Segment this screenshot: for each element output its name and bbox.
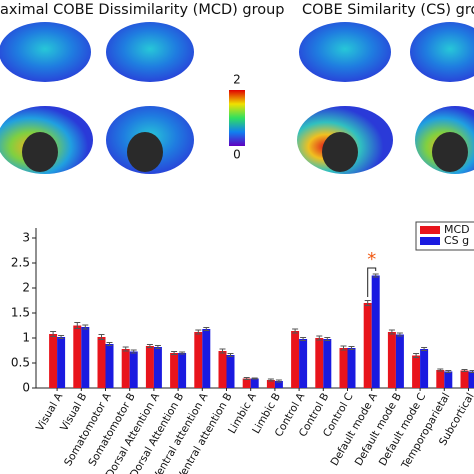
bar: [323, 339, 332, 388]
bar: [436, 370, 445, 388]
y-tick-label: 0: [22, 381, 30, 395]
bar: [121, 349, 130, 388]
bar: [315, 338, 324, 388]
bar: [266, 380, 275, 388]
legend-label: MCD: [444, 223, 470, 236]
bar: [57, 337, 66, 388]
y-tick-label: 1.5: [11, 306, 30, 320]
bar: [420, 349, 429, 388]
error-bar: [82, 324, 89, 330]
panel-title: COBE Similarity (CS) grou: [302, 2, 474, 18]
legend-swatch: [420, 237, 440, 245]
bar: [49, 334, 58, 388]
bar: [412, 355, 421, 388]
brain-images: [0, 22, 474, 174]
error-bar: [267, 378, 274, 382]
error-bar: [421, 347, 428, 351]
error-bar: [388, 329, 395, 335]
error-bar: [437, 368, 444, 372]
panel-title: aximal COBE Dissimilarity (MCD) group: [0, 2, 285, 18]
significance-bracket: [367, 267, 377, 297]
error-bar: [154, 345, 161, 349]
bar: [81, 327, 90, 388]
bar: [395, 334, 404, 388]
error-bar: [461, 369, 468, 372]
error-bar: [50, 331, 57, 337]
bar: [371, 275, 380, 388]
error-bar: [364, 300, 371, 306]
bar: [468, 371, 474, 388]
error-bar: [58, 335, 65, 339]
error-bar: [74, 322, 81, 329]
y-tick-label: 0.5: [11, 356, 30, 370]
bar: [226, 355, 235, 388]
bar: [250, 378, 259, 388]
bar: [105, 344, 114, 388]
error-bar: [195, 329, 202, 335]
legend-swatch: [420, 226, 440, 234]
error-bar: [372, 273, 379, 278]
bar: [274, 381, 283, 388]
bar: [291, 331, 300, 388]
bar: [97, 337, 106, 388]
error-bar: [396, 332, 403, 337]
significance-label: *: [367, 249, 376, 270]
colorbar-label: 2: [233, 73, 241, 87]
y-tick-label: 3: [22, 231, 30, 245]
error-bar: [469, 370, 474, 373]
bar: [73, 325, 82, 388]
error-bar: [106, 342, 113, 346]
error-bar: [251, 377, 258, 380]
error-bar: [275, 379, 282, 383]
bar: [387, 332, 396, 388]
colorbar-label: 0: [233, 148, 241, 162]
error-bar: [146, 344, 153, 348]
bar: [129, 351, 138, 388]
error-bar: [300, 337, 307, 341]
colorbar: [229, 90, 245, 146]
bar: [242, 378, 251, 388]
y-tick-label: 1: [22, 331, 30, 345]
error-bar: [130, 349, 137, 354]
bar: [339, 348, 348, 388]
y-tick-label: 2: [22, 281, 30, 295]
bar: [145, 346, 154, 388]
error-bar: [316, 335, 323, 341]
bar: [444, 371, 453, 388]
error-bar: [348, 346, 355, 350]
error-bar: [203, 327, 210, 331]
error-bar: [179, 351, 186, 355]
bar: [153, 347, 162, 388]
error-bar: [413, 353, 420, 358]
error-bar: [292, 328, 299, 334]
error-bar: [122, 346, 129, 352]
bar: [202, 329, 211, 388]
y-tick-label: 2.5: [11, 256, 30, 270]
error-bar: [171, 351, 178, 355]
error-bar: [227, 353, 234, 357]
bar: [363, 303, 372, 388]
bar: [347, 348, 356, 388]
bar: [170, 353, 179, 388]
error-bar: [98, 334, 105, 340]
bar: [194, 332, 203, 388]
error-bar: [324, 337, 331, 341]
legend-label: CS g: [444, 234, 469, 247]
error-bar: [340, 345, 347, 351]
bar: [218, 351, 227, 388]
error-bar: [445, 370, 452, 373]
error-bar: [243, 377, 250, 380]
bar: [460, 370, 469, 388]
bar: [178, 353, 187, 388]
error-bar: [219, 348, 226, 354]
bar: [299, 339, 308, 388]
